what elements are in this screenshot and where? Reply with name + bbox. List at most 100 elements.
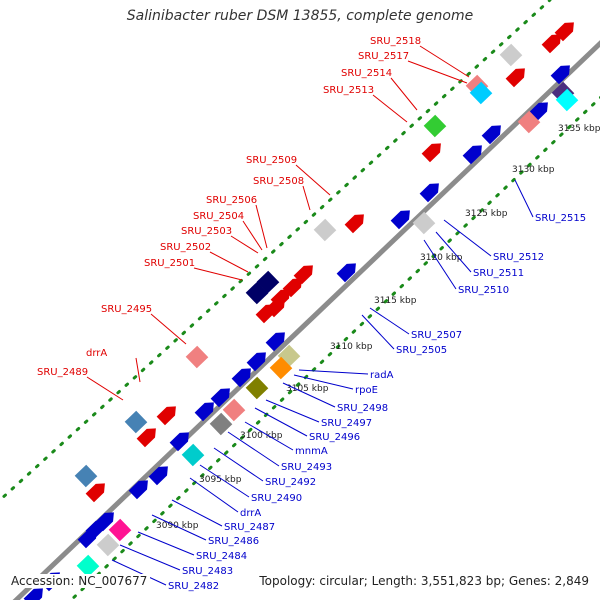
tick-label: 3090 kbp (156, 521, 199, 531)
forward-gene-label[interactable]: SRU_2513 (323, 85, 374, 96)
reverse-gene-label[interactable]: SRU_2490 (251, 493, 302, 504)
reverse-gene-label[interactable]: drrA (240, 508, 261, 519)
gene-feature-19[interactable] (344, 210, 368, 234)
gene-feature-21[interactable] (336, 259, 360, 283)
gene-feature-20[interactable] (313, 218, 337, 242)
gene-feature-49[interactable] (108, 518, 132, 542)
gene-feature-14[interactable] (421, 139, 445, 163)
gene-feature-7[interactable] (550, 61, 574, 85)
forward-gene-label[interactable]: SRU_2495 (101, 304, 152, 315)
gene-feature-11[interactable] (517, 110, 541, 134)
forward-gene-label[interactable]: SRU_2508 (253, 176, 304, 187)
forward-gene-label[interactable]: SRU_2518 (370, 36, 421, 47)
gene-feature-33[interactable] (269, 356, 293, 380)
leader-line (254, 407, 308, 437)
gene-feature-28[interactable] (255, 300, 279, 324)
gene-feature-41[interactable] (124, 410, 148, 434)
gene-feature-46[interactable] (128, 476, 152, 500)
gene-feature-54[interactable] (76, 554, 100, 578)
tick-label: 3100 kbp (240, 431, 283, 441)
leader-line (255, 204, 268, 249)
leader-line (265, 399, 320, 423)
leader-line (199, 464, 250, 498)
leader-line (189, 477, 239, 513)
tick-label: 3115 kbp (374, 296, 417, 306)
forward-gene-label[interactable]: SRU_2517 (358, 51, 409, 62)
gene-feature-47[interactable] (74, 464, 98, 488)
gene-feature-6[interactable] (469, 81, 493, 105)
gene-feature-31[interactable] (246, 348, 270, 372)
gene-feature-42[interactable] (136, 424, 160, 448)
reverse-gene-label[interactable]: SRU_2505 (396, 345, 447, 356)
gene-feature-4[interactable] (505, 64, 529, 88)
gene-feature-29[interactable] (265, 328, 289, 352)
forward-gene-label[interactable]: SRU_2489 (37, 367, 88, 378)
gene-feature-53[interactable] (96, 533, 120, 557)
gene-feature-3[interactable] (499, 43, 523, 67)
forward-gene-label[interactable]: SRU_2504 (193, 211, 244, 222)
gene-feature-52[interactable] (77, 525, 101, 549)
gene-feature-17[interactable] (390, 206, 414, 230)
forward-gene-label[interactable]: SRU_2509 (246, 155, 297, 166)
gene-feature-32[interactable] (231, 364, 255, 388)
reverse-gene-label[interactable]: radA (370, 370, 394, 381)
reverse-gene-label[interactable]: mnmA (295, 446, 328, 457)
gene-feature-43[interactable] (169, 428, 193, 452)
gene-feature-55[interactable] (23, 584, 47, 600)
reverse-gene-label[interactable]: SRU_2507 (411, 330, 462, 341)
gene-feature-2[interactable] (541, 30, 565, 54)
gene-feature-34[interactable] (245, 376, 269, 400)
leader-line (282, 382, 336, 408)
gene-feature-9[interactable] (555, 88, 579, 112)
gene-feature-18[interactable] (412, 211, 436, 235)
reverse-gene-label[interactable]: SRU_2498 (337, 403, 388, 414)
gene-feature-16[interactable] (419, 179, 443, 203)
reverse-gene-label[interactable]: SRU_2486 (208, 536, 259, 547)
forward-gene-label[interactable]: SRU_2501 (144, 258, 195, 269)
tick-label: 3105 kbp (286, 384, 329, 394)
gene-feature-37[interactable] (194, 398, 218, 422)
reverse-gene-label[interactable]: SRU_2510 (458, 285, 509, 296)
gene-feature-13[interactable] (423, 114, 447, 138)
reverse-gene-label[interactable]: SRU_2515 (535, 213, 586, 224)
leader-line (111, 559, 167, 586)
reverse-gene-label[interactable]: SRU_2492 (265, 477, 316, 488)
reverse-gene-label[interactable]: rpoE (355, 385, 378, 396)
gene-feature-38[interactable] (222, 398, 246, 422)
reverse-gene-label[interactable]: SRU_2512 (493, 252, 544, 263)
forward-gene-label[interactable]: SRU_2506 (206, 195, 257, 206)
reverse-gene-label[interactable]: SRU_2497 (321, 418, 372, 429)
leader-line (227, 431, 280, 467)
reverse-gene-label[interactable]: SRU_2487 (224, 522, 275, 533)
forward-gene-label[interactable]: SRU_2503 (181, 226, 232, 237)
leader-line (137, 531, 195, 556)
gene-feature-40[interactable] (156, 402, 180, 426)
gene-feature-45[interactable] (148, 462, 172, 486)
leader-line (151, 514, 207, 541)
gene-feature-48[interactable] (85, 479, 109, 503)
leader-line (361, 314, 395, 350)
forward-gene-label[interactable]: SRU_2514 (341, 68, 392, 79)
gene-feature-26[interactable] (245, 281, 269, 305)
gene-feature-44[interactable] (181, 443, 205, 467)
reverse-gene-label[interactable]: SRU_2511 (473, 268, 524, 279)
forward-gene-label[interactable]: drrA (86, 348, 107, 359)
gene-feature-35[interactable] (185, 345, 209, 369)
reverse-gene-label[interactable]: SRU_2496 (309, 432, 360, 443)
gene-feature-12[interactable] (481, 121, 505, 145)
reverse-gene-label[interactable]: SRU_2484 (196, 551, 247, 562)
gene-feature-39[interactable] (209, 412, 233, 436)
reverse-gene-label[interactable]: SRU_2482 (168, 581, 219, 592)
dot-line-2 (68, 95, 600, 600)
forward-gene-label[interactable]: SRU_2502 (160, 242, 211, 253)
tick-label: 3120 kbp (420, 253, 463, 263)
tick-label: 3135 kbp (558, 124, 600, 134)
reverse-gene-label[interactable]: SRU_2493 (281, 462, 332, 473)
reverse-gene-label[interactable]: SRU_2483 (182, 566, 233, 577)
genome-summary: Topology: circular; Length: 3,551,823 bp… (256, 574, 592, 588)
tick-label: 3095 kbp (199, 475, 242, 485)
gene-feature-36[interactable] (210, 384, 234, 408)
gene-feature-15[interactable] (462, 141, 486, 165)
